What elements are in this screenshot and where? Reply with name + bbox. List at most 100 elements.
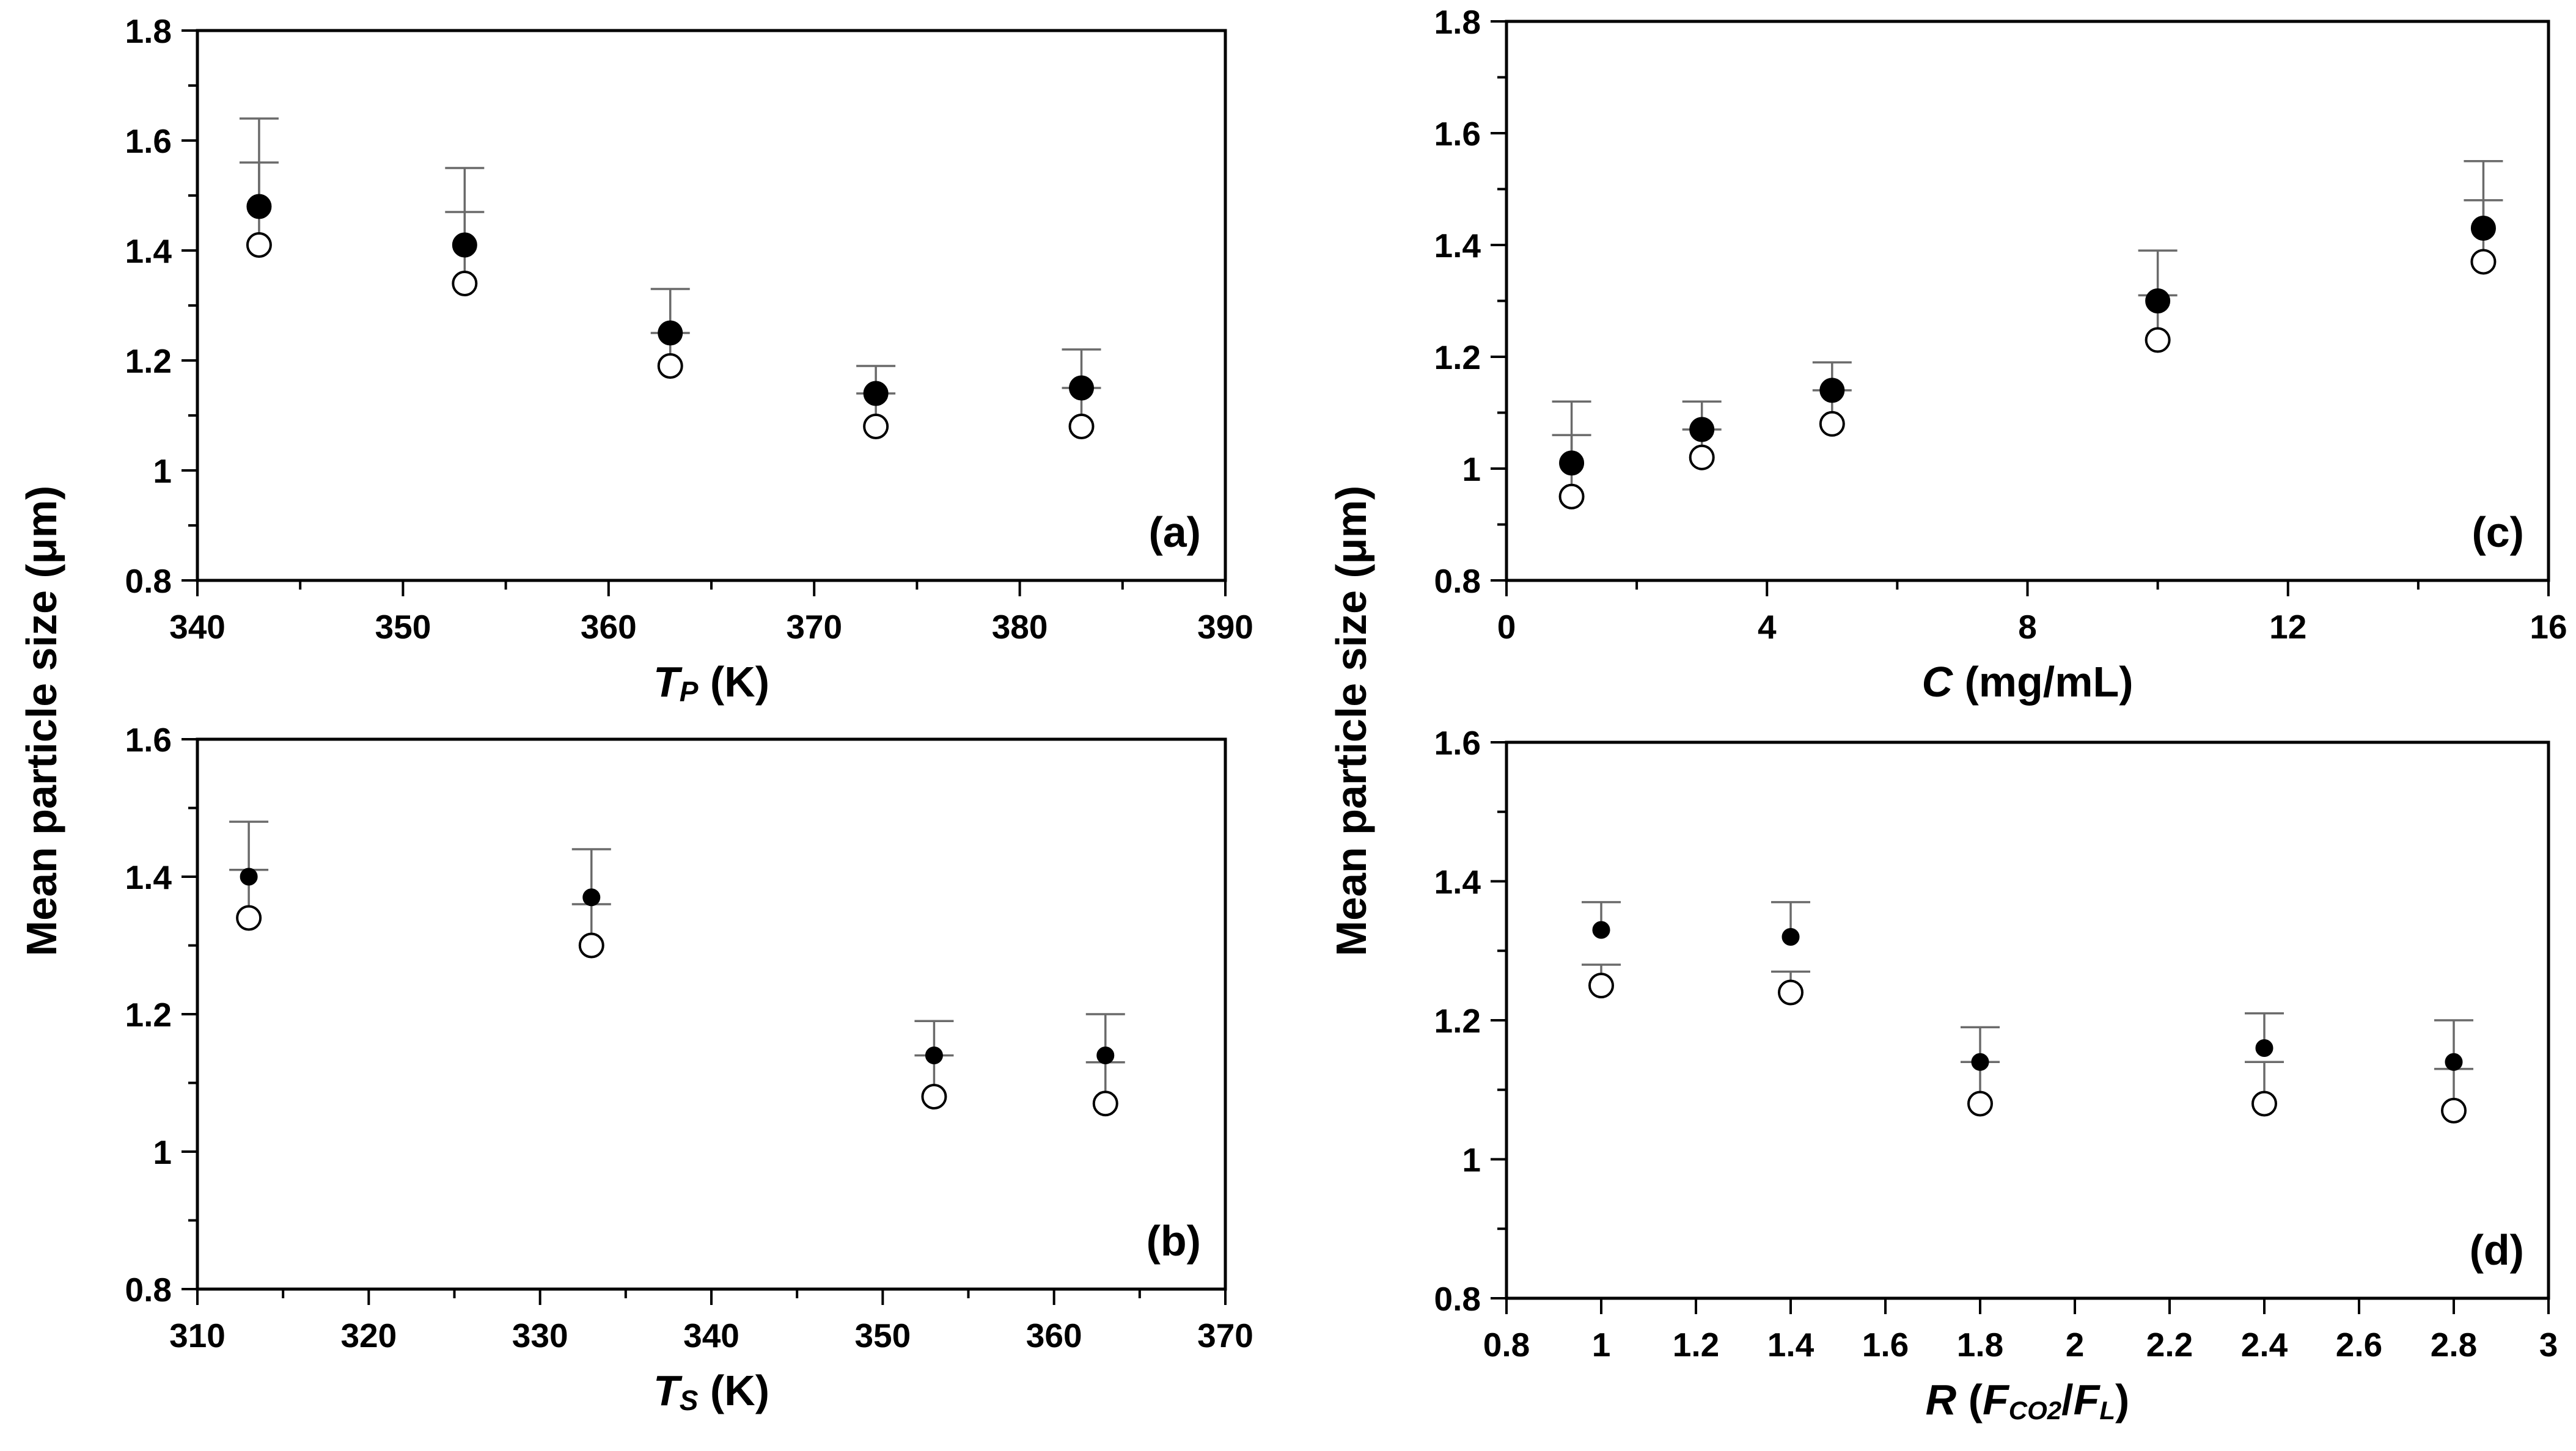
data-point-open-c (1819, 411, 1845, 437)
y-tick-label-a: 1.6 (125, 122, 172, 160)
plot-frame-c (1505, 20, 2550, 582)
y-tick-label-a: 1.2 (125, 342, 172, 380)
x-axis-unit-b: (K) (698, 1367, 769, 1414)
x-axis-var-a: T (653, 658, 683, 706)
x-tick-label-b: 370 (1197, 1317, 1253, 1354)
data-point-filled-c (1689, 417, 1715, 442)
x-axis-ratio-den: F (2074, 1376, 2101, 1424)
x-tick-label-c: 12 (2269, 608, 2306, 646)
panel-d: 0.8 1 1.2 1.4 1.6 1.8 2 2.2 2.4 2.6 2.8 3 0.8 1 1.2 1.4… (1434, 724, 2558, 1425)
y-tick-label-b: 0.8 (125, 1271, 172, 1309)
panel-a: 340 350 360 370 380 390 0.8 1 1.2 1.4 1.6 1.8 TP (K)… (125, 12, 1253, 707)
data-point-filled-c (2145, 288, 2171, 313)
plot-frame-a (196, 29, 1227, 582)
y-tick-label-d: 0.8 (1434, 1280, 1481, 1318)
data-point-filled-c (1559, 450, 1585, 476)
data-point-filled-c (1819, 378, 1845, 403)
x-axis-label-c: C (mg/mL) (1921, 658, 2133, 706)
y-tick-label-b: 1.6 (125, 721, 172, 759)
data-point-open-c (2145, 327, 2171, 353)
x-tick-label-b: 340 (683, 1317, 739, 1354)
x-axis-label-b: TS (K) (653, 1367, 769, 1416)
data-point-filled-a (863, 381, 889, 406)
data-point-open-d (1588, 973, 1614, 999)
data-point-filled-a (658, 320, 683, 346)
ylabel-right: Mean particle size (μm) (1327, 486, 1375, 956)
data-point-open-a (863, 414, 889, 439)
y-tick-label-c: 1.2 (1434, 338, 1481, 376)
x-tick-label-d: 1.8 (1957, 1326, 2003, 1364)
x-tick-label-d: 3 (2539, 1326, 2558, 1364)
x-tick-label-a: 360 (581, 608, 637, 646)
y-tick-label-c: 1 (1462, 450, 1481, 488)
x-tick-label-d: 2.2 (2146, 1326, 2193, 1364)
x-tick-label-a: 370 (786, 608, 842, 646)
data-point-open-a (452, 271, 478, 296)
data-point-open-c (1689, 444, 1715, 470)
x-tick-label-b: 320 (340, 1317, 397, 1354)
x-axis-unit-c: (mg/mL) (1953, 658, 2134, 706)
data-point-open-b (921, 1084, 947, 1109)
y-tick-label-b: 1.4 (125, 858, 172, 896)
x-tick-label-d: 2 (2066, 1326, 2085, 1364)
data-point-open-d (1778, 979, 1804, 1006)
x-tick-label-c: 0 (1497, 608, 1516, 646)
data-point-open-b (1092, 1091, 1118, 1117)
x-axis-label-d: R (FCO2/FL) (1926, 1376, 2130, 1425)
data-point-open-d (2441, 1097, 2467, 1124)
y-tick-label-d: 1.2 (1434, 1002, 1481, 1040)
data-point-open-c (1558, 483, 1585, 510)
y-tick-label-a: 1.4 (125, 232, 172, 270)
data-point-open-b (578, 932, 604, 959)
y-tick-label-b: 1 (153, 1133, 172, 1171)
x-tick-label-b: 350 (854, 1317, 911, 1354)
y-tick-label-d: 1 (1462, 1141, 1481, 1179)
x-axis-ratio-slash: / (2061, 1376, 2073, 1424)
x-axis-var-c: C (1921, 658, 1953, 706)
y-tick-label-c: 1.4 (1434, 227, 1481, 265)
data-point-open-b (236, 905, 262, 931)
data-point-filled-d (1782, 928, 1800, 946)
x-tick-label-d: 2.8 (2431, 1326, 2477, 1364)
x-axis-var-d: R (1926, 1376, 1957, 1424)
y-tick-label-a: 1 (153, 452, 172, 490)
data-point-open-a (1068, 414, 1095, 439)
x-axis-sub-a: P (680, 676, 699, 707)
x-axis-ratio-num: F (1983, 1376, 2010, 1424)
x-axis-ratio-num-sub: CO2 (2009, 1396, 2061, 1425)
x-tick-label-a: 350 (375, 608, 431, 646)
x-tick-label-b: 310 (169, 1317, 226, 1354)
data-point-filled-d (2255, 1039, 2273, 1057)
x-tick-label-d: 0.8 (1483, 1326, 1530, 1364)
x-axis-label-a: TP (K) (653, 658, 769, 707)
x-tick-label-d: 2.4 (2241, 1326, 2288, 1364)
x-axis-var-b: T (653, 1367, 683, 1414)
data-point-filled-c (2470, 216, 2496, 241)
x-tick-label-a: 380 (992, 608, 1048, 646)
data-point-open-d (2251, 1091, 2277, 1117)
x-tick-label-a: 340 (169, 608, 226, 646)
x-axis-ratio-den-sub: L (2099, 1396, 2115, 1425)
data-point-filled-b (240, 868, 258, 886)
panel-label-d: (d) (2470, 1226, 2524, 1274)
data-point-filled-a (246, 194, 272, 219)
x-axis-ratio-close: ) (2115, 1376, 2129, 1424)
plot-frame-d (1505, 740, 2550, 1300)
panel-label-a: (a) (1148, 508, 1201, 556)
y-tick-label-d: 1.6 (1434, 724, 1481, 762)
data-point-filled-b (1096, 1047, 1115, 1064)
x-tick-label-c: 16 (2530, 608, 2567, 646)
x-tick-label-b: 360 (1026, 1317, 1082, 1354)
data-point-open-a (246, 232, 272, 258)
data-point-filled-a (1069, 375, 1095, 401)
data-point-filled-b (582, 888, 601, 907)
x-axis-sub-b: S (680, 1384, 699, 1416)
y-tick-label-c: 1.8 (1434, 3, 1481, 41)
y-tick-label-a: 1.8 (125, 12, 172, 50)
y-tick-label-c: 1.6 (1434, 115, 1481, 153)
y-tick-label-c: 0.8 (1434, 562, 1481, 600)
data-point-open-c (2470, 249, 2497, 275)
y-tick-label-b: 1.2 (125, 996, 172, 1034)
ylabel-left: Mean particle size (μm) (18, 486, 65, 956)
